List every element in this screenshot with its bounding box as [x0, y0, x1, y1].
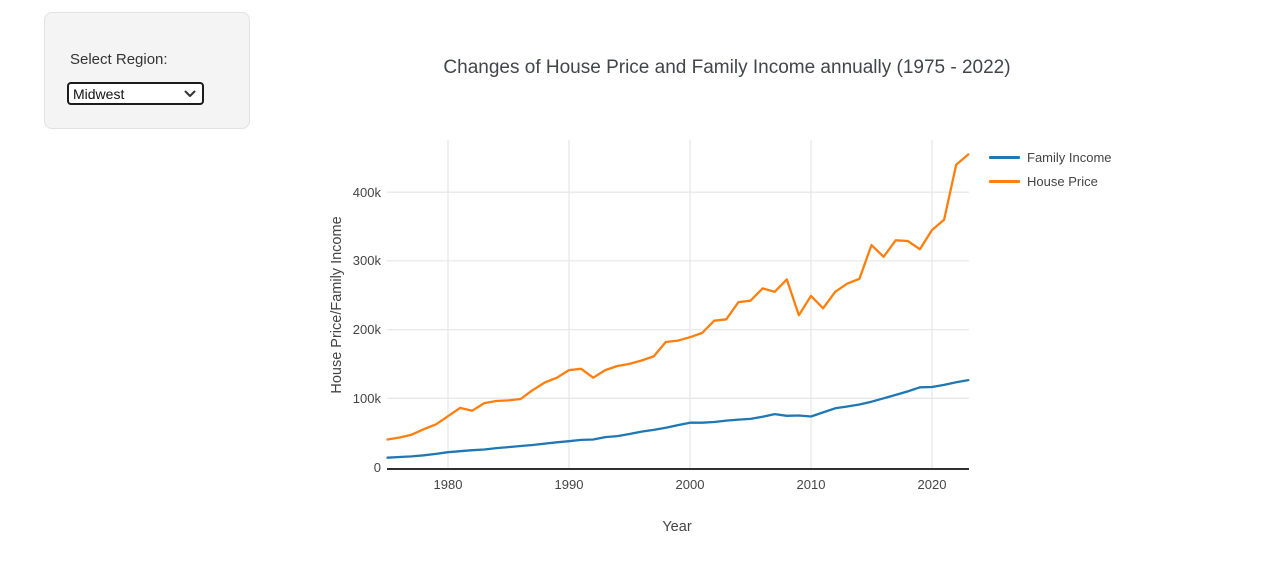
- y-axis-title: House Price/Family Income: [329, 216, 345, 394]
- y-tick-label: 300k: [352, 253, 381, 269]
- series-line-house-price[interactable]: [386, 153, 970, 441]
- legend-line-swatch: [989, 155, 1020, 159]
- plot-area[interactable]: [387, 140, 969, 470]
- legend-item-house-price[interactable]: House Price: [989, 169, 1112, 193]
- region-panel: Select Region: Midwest: [44, 12, 250, 129]
- legend-label: House Price: [1027, 173, 1098, 189]
- x-tick-label: 2010: [796, 477, 826, 492]
- y-tick-label: 0: [373, 459, 381, 475]
- chart-title: Changes of House Price and Family Income…: [443, 57, 1011, 78]
- y-tick-label: 200k: [352, 322, 381, 338]
- legend: Family Income House Price: [989, 145, 1112, 193]
- series-line-family-income[interactable]: [386, 378, 970, 459]
- x-axis-title: Year: [662, 519, 692, 535]
- y-tick-label: 100k: [352, 390, 381, 406]
- x-tick-label: 2000: [675, 477, 705, 492]
- x-tick-label: 1980: [433, 477, 463, 492]
- legend-line-swatch: [989, 179, 1020, 183]
- y-tick-label: 400k: [352, 184, 381, 200]
- region-label: Select Region:: [70, 51, 168, 68]
- legend-item-family-income[interactable]: Family Income: [989, 145, 1112, 169]
- x-tick-label: 2020: [917, 477, 947, 492]
- region-select[interactable]: Midwest: [67, 82, 204, 105]
- legend-label: Family Income: [1027, 149, 1112, 165]
- x-tick-label: 1990: [554, 477, 584, 492]
